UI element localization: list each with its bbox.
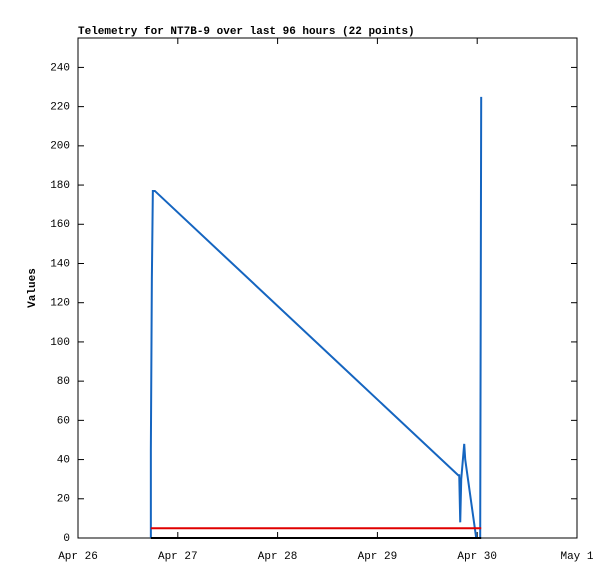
x-tick-label: May 1 [560, 551, 593, 563]
y-tick-label: 240 [50, 62, 70, 74]
x-tick-label: Apr 26 [58, 551, 98, 563]
y-axis-label: Values [27, 268, 39, 308]
y-tick-label: 160 [50, 219, 70, 231]
y-tick-label: 20 [57, 494, 70, 506]
y-tick-label: 180 [50, 180, 70, 192]
y-tick-label: 80 [57, 376, 70, 388]
y-tick-label: 200 [50, 141, 70, 153]
y-tick-label: 120 [50, 298, 70, 310]
y-tick-label: 0 [63, 533, 70, 545]
x-tick-label: Apr 27 [158, 551, 198, 563]
y-tick-label: 60 [57, 415, 70, 427]
y-tick-label: 100 [50, 337, 70, 349]
y-tick-label: 220 [50, 102, 70, 114]
chart-title: Telemetry for NT7B-9 over last 96 hours … [78, 26, 415, 38]
series-line [149, 96, 483, 539]
y-tick-label: 140 [50, 258, 70, 270]
x-tick-label: Apr 28 [258, 551, 298, 563]
y-tick-label: 40 [57, 454, 70, 466]
x-tick-label: Apr 30 [457, 551, 497, 563]
plot-frame [77, 37, 578, 539]
x-tick-label: Apr 29 [358, 551, 398, 563]
